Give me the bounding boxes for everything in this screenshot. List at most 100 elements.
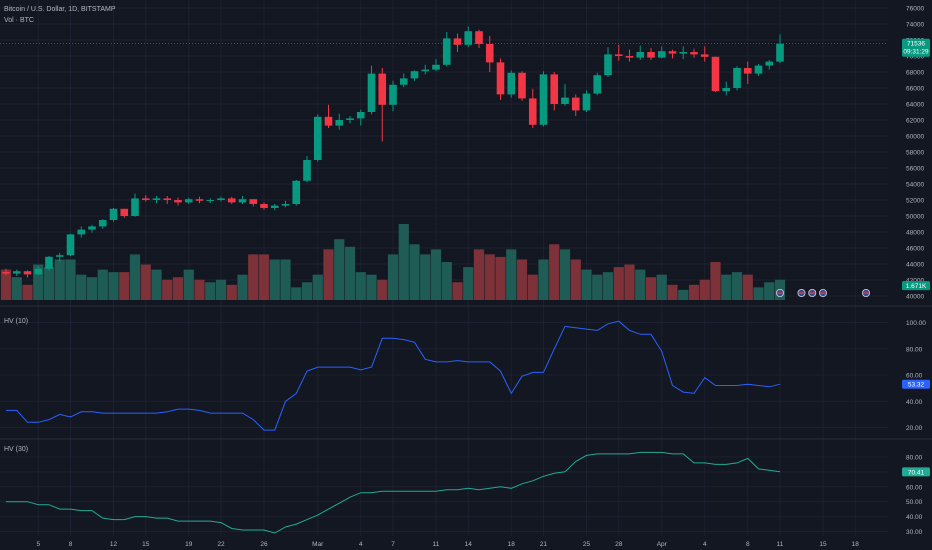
candle-body (754, 65, 763, 74)
price-tick-label: 58000 (906, 150, 924, 157)
hv10-title: HV (10) (4, 318, 28, 325)
volume-bar (592, 274, 603, 300)
x-tick-label: 15 (142, 541, 150, 548)
hv10-tick-label: 20.00 (906, 425, 923, 432)
x-tick-label: 8 (746, 541, 750, 548)
x-tick-label: Apr (657, 541, 668, 548)
candle-body (399, 78, 408, 85)
hv30-tick-label: 40.00 (906, 514, 923, 521)
candle-body (571, 97, 580, 111)
candle-body (12, 271, 21, 274)
volume-bar (129, 254, 141, 300)
volume-bar (667, 284, 678, 300)
candle-body (657, 51, 666, 58)
candle-body (217, 198, 225, 200)
x-tick-label: 7 (391, 541, 395, 548)
volume-bar (463, 267, 474, 300)
volume-bar (291, 287, 302, 300)
candle-body (625, 56, 634, 58)
hv30-tick-label: 60.00 (906, 484, 923, 491)
volume-bar (366, 274, 377, 300)
candle-body (636, 52, 645, 58)
candle-body (475, 31, 483, 44)
hv30-tick-label: 30.00 (906, 529, 923, 536)
x-tick-label: 18 (508, 541, 516, 548)
candle-body (432, 64, 440, 70)
volume-bar (215, 279, 227, 300)
candle-body (270, 205, 279, 208)
event-markers[interactable] (776, 288, 871, 297)
hv10-tick-label: 60.00 (906, 373, 923, 380)
volume-bar (140, 264, 151, 300)
volume-bar (86, 277, 98, 300)
volume-bar (721, 274, 732, 300)
candle-body (260, 204, 268, 208)
candle-body (722, 88, 731, 92)
x-tick-label: 26 (260, 541, 268, 548)
x-tick-label: 5 (36, 541, 40, 548)
hv10-tick-label: 80.00 (906, 346, 923, 353)
price-tick-label: 48000 (906, 230, 924, 237)
hv10-badge (902, 379, 930, 389)
hv10-badge-text: 53.32 (908, 382, 925, 389)
candle-body (367, 73, 376, 112)
volume-bar (484, 254, 495, 300)
candle-body (313, 116, 322, 160)
x-tick-label: 18 (852, 541, 860, 548)
symbol-title: Bitcoin / U.S. Dollar, 1D, BITSTAMP (4, 6, 116, 13)
candle-body (528, 98, 537, 125)
volume-bar (764, 282, 775, 300)
candle-body (496, 62, 505, 95)
volume-bar (194, 279, 205, 300)
candle-body (485, 44, 494, 63)
volume-bar (753, 287, 764, 300)
volume-bar (54, 259, 65, 300)
x-tick-label: 14 (465, 541, 473, 548)
x-tick-label: 25 (583, 541, 591, 548)
volume-bar (377, 279, 388, 300)
price-tick-label: 66000 (906, 86, 924, 93)
candle-body (550, 74, 559, 104)
volume-bar (43, 267, 55, 300)
candle-body (765, 61, 774, 66)
candle-body (389, 84, 397, 105)
x-tick-label: 11 (433, 541, 440, 548)
x-tick-label: 15 (819, 541, 827, 548)
hv30-badge (902, 467, 930, 477)
candle-body (227, 198, 236, 203)
candle-body (141, 198, 150, 200)
volume-bar (452, 282, 463, 300)
x-tick-label: 4 (359, 541, 363, 548)
price-tick-label: 60000 (906, 134, 924, 141)
hv10-tick-label: 100.00 (906, 320, 926, 327)
candle-body (88, 226, 96, 230)
candle-body (614, 54, 623, 56)
candle-body (281, 204, 290, 206)
candle-body (647, 52, 655, 58)
x-tick-label: 28 (615, 541, 623, 548)
candle-body (77, 229, 86, 235)
volume-bar (355, 272, 366, 300)
candle-body (711, 56, 720, 92)
volume-bar (119, 272, 130, 300)
x-tick-label: Mar (312, 541, 324, 548)
volume-bar (420, 254, 431, 300)
volume-bar (183, 269, 194, 300)
candle-body (453, 38, 462, 45)
volume-bar (248, 254, 259, 300)
candle-body (356, 112, 365, 119)
price-candles (0, 26, 888, 278)
candle-body (378, 73, 387, 105)
volume-bar (624, 264, 635, 300)
volume-bars (0, 224, 786, 300)
candle-body (679, 52, 688, 54)
volume-bar (613, 267, 624, 300)
volume-bar (226, 284, 237, 300)
volume-bar (430, 249, 442, 300)
x-tick-label: 4 (703, 541, 707, 548)
candle-body (690, 52, 698, 55)
volume-bar (645, 277, 657, 300)
price-tick-label: 56000 (906, 166, 924, 173)
volume-bar (205, 282, 216, 300)
